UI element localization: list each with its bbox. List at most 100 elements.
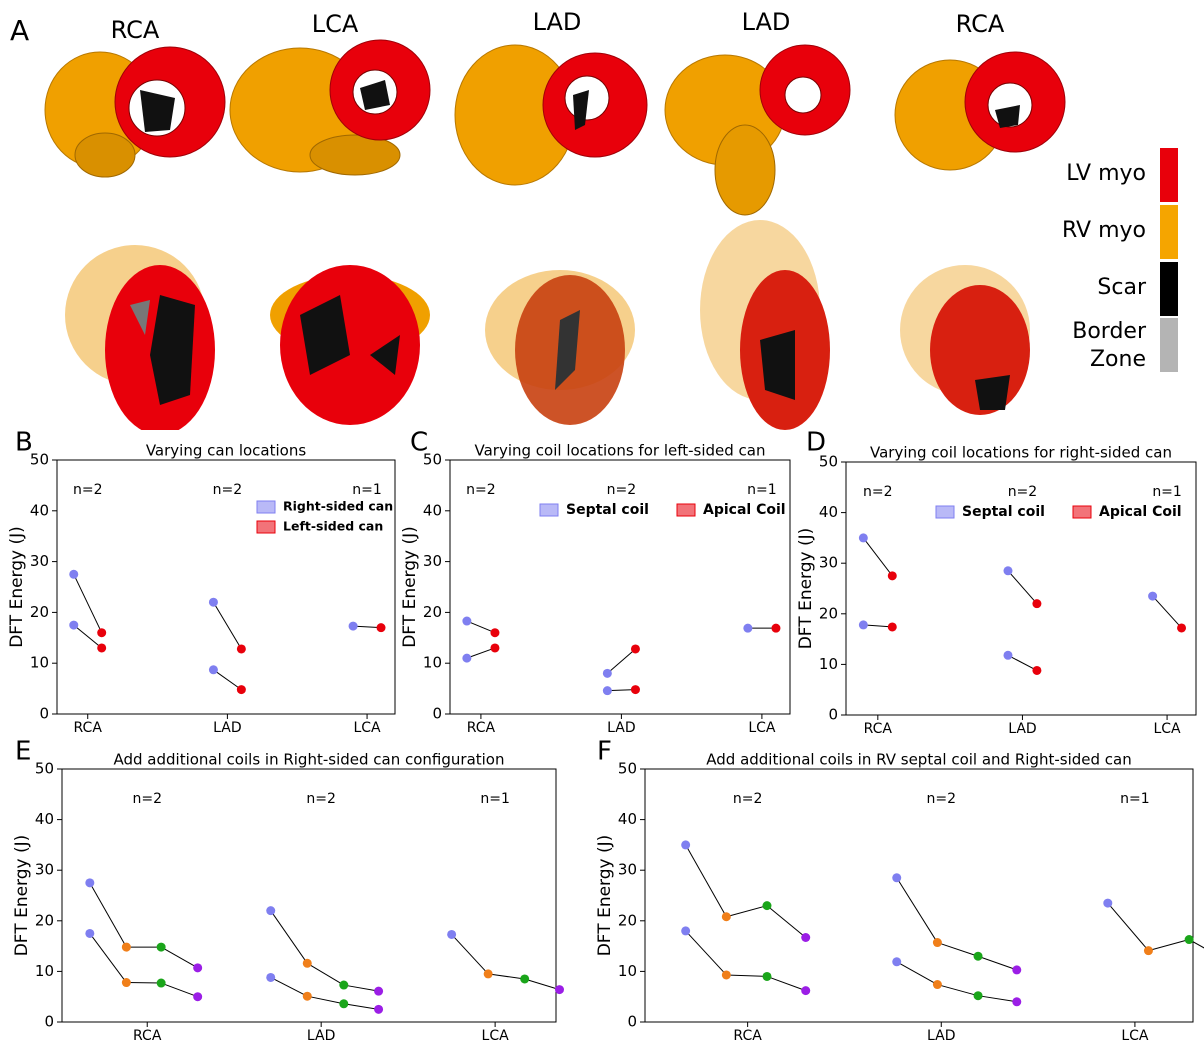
- connector: [726, 905, 768, 918]
- column-title: RCA: [110, 16, 160, 44]
- y-tick-label: 30: [618, 861, 637, 879]
- legend-swatch: [1160, 262, 1178, 316]
- connector: [160, 946, 198, 969]
- annotation: n=2: [607, 482, 637, 498]
- point: [121, 942, 131, 952]
- charts: B Varying can locations DFT Energy (J) 0 10 2…: [7, 430, 1204, 1043]
- point: [1177, 623, 1187, 633]
- legend-swatch: [1160, 205, 1178, 259]
- point: [1003, 566, 1013, 576]
- y-tick-label: 20: [35, 911, 54, 929]
- y-tick-label: 50: [35, 760, 54, 778]
- column-title: LAD: [741, 8, 791, 36]
- legend-label: Scar: [1097, 275, 1146, 300]
- y-tick-label: 40: [30, 501, 49, 519]
- annotation: n=1: [747, 482, 777, 498]
- point: [520, 974, 530, 984]
- x-tick-label: LAD: [927, 1028, 955, 1043]
- legend-patch: [539, 503, 559, 517]
- column-title: LCA: [311, 10, 359, 38]
- point: [1032, 599, 1042, 609]
- point: [887, 571, 897, 581]
- annotation: n=1: [352, 482, 382, 498]
- connector: [270, 910, 308, 964]
- y-tick-label: 30: [423, 552, 442, 570]
- connector: [607, 648, 636, 674]
- connector: [977, 955, 1017, 971]
- point: [376, 623, 386, 633]
- y-tick-label: 50: [423, 451, 442, 469]
- point: [602, 668, 612, 678]
- connector: [937, 984, 979, 997]
- x-tick-label: LAD: [213, 720, 241, 736]
- point: [97, 628, 107, 638]
- connector: [1007, 570, 1038, 605]
- point: [462, 653, 472, 663]
- point: [602, 686, 612, 696]
- heart-renderings: [44, 39, 1066, 430]
- panel-label: B: [15, 430, 33, 458]
- point: [630, 644, 640, 654]
- point: [858, 533, 868, 543]
- legend-swatch: [1160, 318, 1178, 372]
- connector: [160, 982, 198, 998]
- x-tick-label: LCA: [353, 720, 381, 736]
- legend-label: Border Zone: [1072, 319, 1146, 372]
- chart-title: Varying coil locations for left-sided ca…: [475, 442, 766, 460]
- point: [973, 951, 983, 961]
- point: [156, 942, 166, 952]
- plot-frame: [56, 459, 396, 715]
- connector: [466, 647, 496, 659]
- point: [208, 597, 218, 607]
- point: [721, 970, 731, 980]
- y-tick-label: 10: [30, 654, 49, 672]
- point: [771, 623, 781, 633]
- x-tick-label: LCA: [482, 1028, 510, 1043]
- point: [69, 569, 79, 579]
- point: [302, 958, 312, 968]
- connector: [524, 978, 560, 991]
- x-tick-label: RCA: [864, 721, 893, 737]
- connector: [89, 933, 127, 983]
- point: [892, 873, 902, 883]
- legend-patch: [935, 505, 955, 519]
- y-axis-label: DFT Energy (J): [595, 835, 615, 957]
- point: [490, 643, 500, 653]
- y-tick-label: 0: [432, 705, 442, 723]
- connector: [73, 574, 103, 633]
- x-tick-label: RCA: [467, 720, 496, 736]
- x-tick-label: LAD: [307, 1028, 335, 1043]
- point: [762, 971, 772, 981]
- point: [483, 969, 493, 979]
- legend-patch: [1072, 505, 1092, 519]
- panel-label: E: [15, 737, 31, 767]
- x-tick-label: RCA: [74, 720, 103, 736]
- point: [1003, 650, 1013, 660]
- annotation: n=2: [863, 484, 893, 500]
- heart-bottom-row: [65, 220, 1030, 430]
- connector: [685, 844, 727, 917]
- point: [743, 623, 753, 633]
- legend-label: Apical Coil: [1099, 504, 1182, 520]
- point: [302, 991, 312, 1001]
- connector: [896, 961, 938, 985]
- plot-frame: [845, 461, 1197, 716]
- point: [858, 620, 868, 630]
- point: [208, 665, 218, 675]
- y-tick-label: 10: [423, 654, 442, 672]
- connector: [126, 982, 162, 984]
- legend-swatch: [1160, 148, 1178, 202]
- point: [193, 963, 203, 973]
- point: [374, 1004, 384, 1014]
- annotation: n=2: [132, 791, 162, 807]
- point: [266, 906, 276, 916]
- y-tick-label: 30: [819, 554, 838, 572]
- connector: [89, 882, 127, 948]
- point: [121, 978, 131, 988]
- legend-patch: [256, 520, 276, 534]
- y-tick-label: 10: [35, 962, 54, 980]
- connector: [1148, 939, 1190, 952]
- y-tick-label: 10: [819, 655, 838, 673]
- point: [85, 928, 95, 938]
